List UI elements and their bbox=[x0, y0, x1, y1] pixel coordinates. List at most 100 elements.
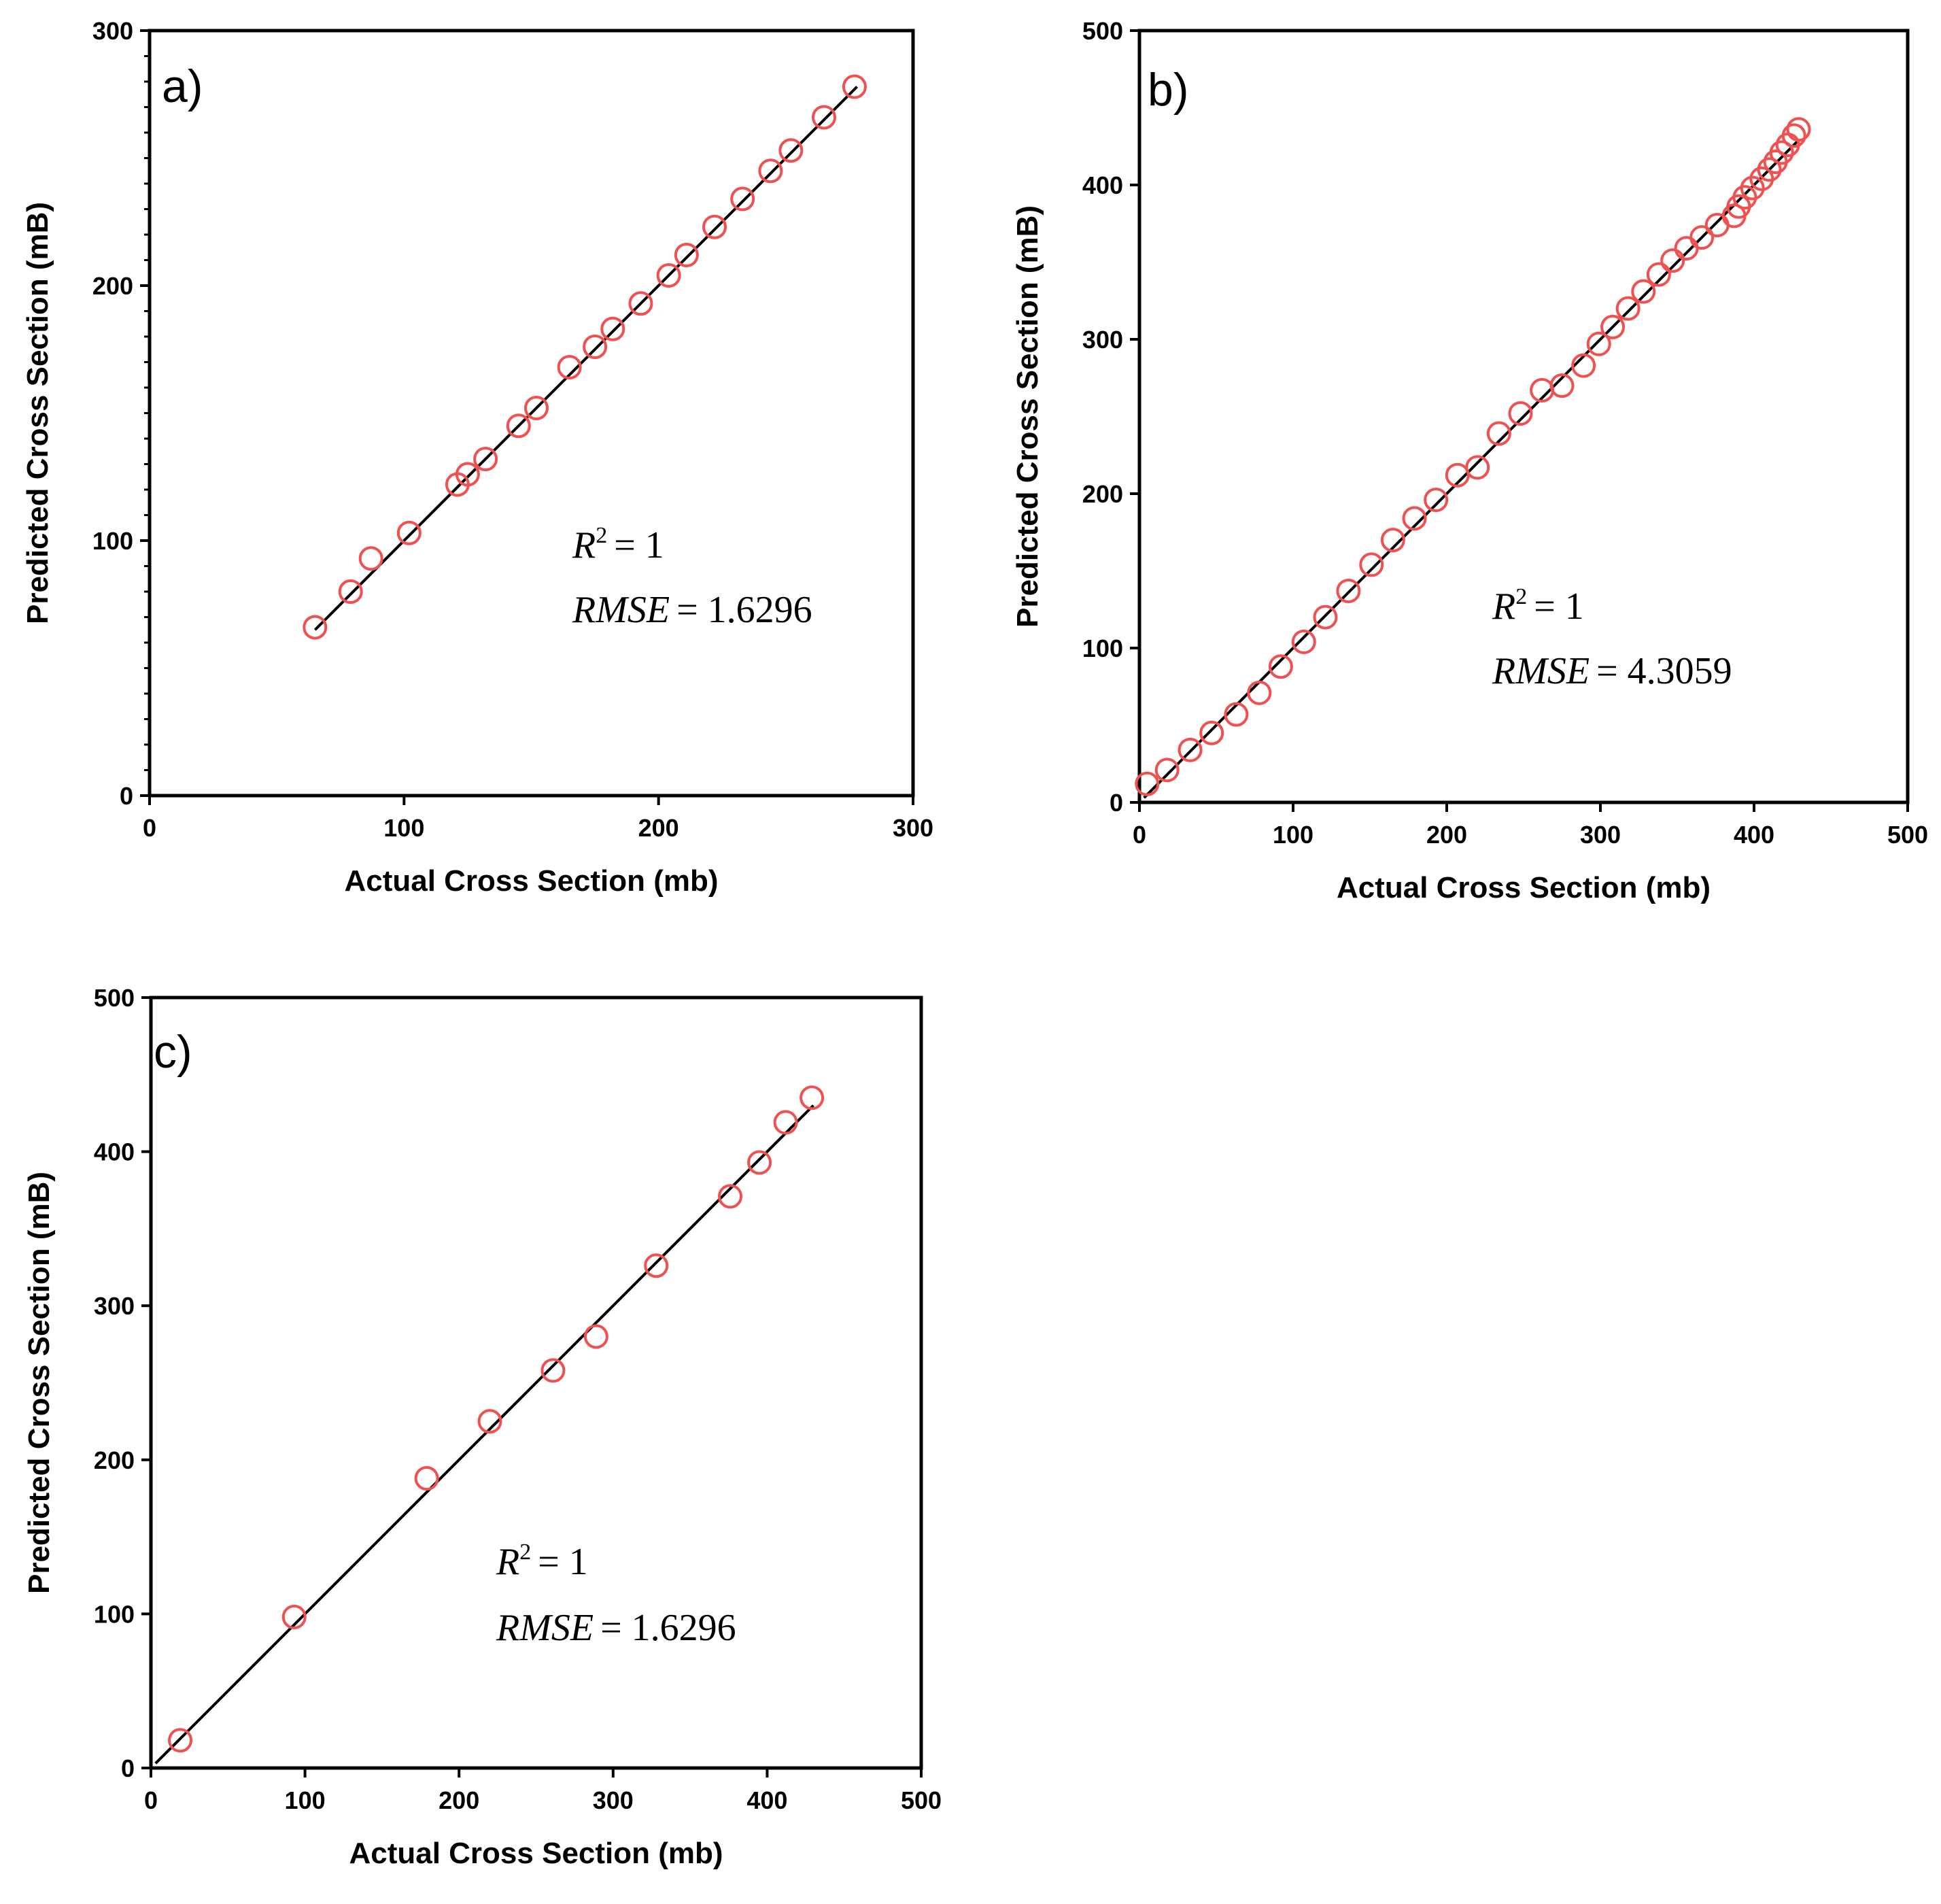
data-point bbox=[730, 186, 755, 211]
data-point bbox=[1359, 552, 1384, 577]
data-point bbox=[1465, 455, 1490, 480]
x-tick-label: 500 bbox=[901, 1786, 942, 1814]
y-tick-label: 500 bbox=[1082, 17, 1123, 45]
x-tick-label: 500 bbox=[1887, 821, 1928, 849]
x-tick-label: 300 bbox=[593, 1786, 634, 1814]
y-tick-label: 100 bbox=[1082, 634, 1123, 662]
data-point bbox=[758, 158, 783, 184]
data-point bbox=[1740, 175, 1765, 201]
x-tick-label: 400 bbox=[746, 1786, 787, 1814]
x-tick-label: 200 bbox=[1426, 821, 1467, 849]
y-tick-label: 100 bbox=[92, 527, 133, 555]
fit-line bbox=[154, 1104, 814, 1765]
y-tick-label: 0 bbox=[121, 1754, 135, 1782]
data-point bbox=[1380, 528, 1405, 553]
data-point bbox=[1704, 213, 1730, 238]
y-tick-label: 100 bbox=[94, 1600, 135, 1628]
data-point bbox=[338, 579, 363, 604]
data-point bbox=[1154, 758, 1180, 783]
data-point bbox=[303, 615, 328, 640]
y-tick-label: 400 bbox=[94, 1138, 135, 1166]
data-point bbox=[628, 291, 653, 316]
data-point bbox=[1424, 488, 1449, 513]
data-point bbox=[1757, 157, 1782, 182]
data-point bbox=[1781, 123, 1806, 148]
data-point bbox=[1291, 629, 1316, 654]
x-tick-label: 300 bbox=[893, 814, 933, 842]
data-point bbox=[557, 355, 582, 379]
data-point bbox=[1769, 140, 1794, 165]
data-point bbox=[778, 138, 804, 163]
rmse-label: RMSE = 4.3059 bbox=[1492, 650, 1732, 692]
plot-frame bbox=[149, 996, 923, 1770]
chart-panel-c: 0 100 200 300 400 500 0 100 200 300 400 500 Actual C… bbox=[22, 984, 942, 1870]
rmse-label: RMSE = 1.6296 bbox=[496, 1607, 736, 1649]
data-point bbox=[358, 546, 383, 571]
data-point bbox=[1402, 506, 1427, 531]
plot-frame bbox=[1137, 29, 1910, 804]
data-point bbox=[702, 214, 727, 239]
data-point bbox=[811, 105, 836, 130]
r-squared-label: R2 = 1 bbox=[496, 1540, 588, 1583]
data-point bbox=[1199, 720, 1224, 745]
data-point bbox=[396, 520, 422, 545]
data-point bbox=[477, 1409, 502, 1434]
data-point bbox=[1615, 296, 1641, 321]
panel-label: a) bbox=[162, 61, 203, 112]
data-point bbox=[168, 1728, 193, 1753]
data-point bbox=[1224, 702, 1249, 727]
data-point bbox=[473, 447, 498, 471]
data-point bbox=[644, 1253, 669, 1278]
r-squared-label: R2 = 1 bbox=[572, 523, 664, 566]
fit-line bbox=[313, 86, 859, 631]
data-point bbox=[1508, 401, 1533, 426]
rmse-label: RMSE = 1.6296 bbox=[572, 589, 812, 631]
data-point bbox=[1178, 737, 1203, 762]
data-point bbox=[1689, 225, 1715, 250]
x-tick-label: 100 bbox=[285, 1786, 326, 1814]
data-point bbox=[1660, 248, 1685, 273]
r-squared-label: R2 = 1 bbox=[1492, 584, 1584, 628]
x-axis-title: Actual Cross Section (mb) bbox=[1337, 871, 1711, 904]
x-tick-label: 400 bbox=[1734, 821, 1774, 849]
data-point bbox=[583, 335, 608, 359]
x-tick-label: 0 bbox=[144, 1786, 158, 1814]
data-point bbox=[1571, 353, 1596, 378]
data-point bbox=[656, 263, 681, 288]
chart-panel-a: 0 100 200 300 0 100 200 300 Actual Cross Section… bbox=[21, 17, 933, 898]
chart-panel-b: 0 100 200 300 400 500 0 100 200 300 400 500 Actual C… bbox=[1011, 17, 1928, 904]
data-point bbox=[800, 1085, 825, 1110]
x-tick-label: 100 bbox=[383, 814, 424, 842]
y-axis-title: Predicted Cross Section (mB) bbox=[21, 202, 54, 624]
data-point bbox=[773, 1110, 798, 1135]
data-point bbox=[414, 1465, 439, 1491]
data-point bbox=[747, 1150, 772, 1175]
data-point bbox=[583, 1324, 608, 1349]
x-tick-label: 0 bbox=[1133, 821, 1146, 849]
x-tick-label: 100 bbox=[1273, 821, 1313, 849]
panel-label: c) bbox=[154, 1026, 192, 1078]
x-tick-label: 200 bbox=[439, 1786, 479, 1814]
data-point bbox=[281, 1604, 307, 1629]
data-point bbox=[1600, 314, 1626, 339]
data-point bbox=[1586, 331, 1611, 356]
data-point bbox=[1313, 605, 1338, 630]
y-tick-label: 0 bbox=[1110, 789, 1123, 817]
y-tick-label: 300 bbox=[94, 1292, 135, 1320]
data-point bbox=[540, 1358, 566, 1383]
data-point bbox=[1631, 279, 1656, 304]
data-point bbox=[842, 74, 867, 99]
data-point bbox=[1646, 262, 1671, 287]
data-point bbox=[1135, 771, 1160, 796]
data-point bbox=[718, 1184, 743, 1209]
data-point bbox=[1549, 373, 1575, 398]
y-tick-label: 0 bbox=[120, 782, 133, 810]
data-point bbox=[674, 243, 699, 267]
x-tick-label: 200 bbox=[638, 814, 679, 842]
y-axis-title: Predicted Cross Section (mB) bbox=[22, 1172, 56, 1594]
x-axis-title: Actual Cross Section (mb) bbox=[349, 1837, 723, 1870]
y-tick-label: 200 bbox=[92, 272, 133, 300]
y-tick-label: 300 bbox=[92, 17, 133, 45]
fit-line bbox=[1143, 141, 1798, 799]
